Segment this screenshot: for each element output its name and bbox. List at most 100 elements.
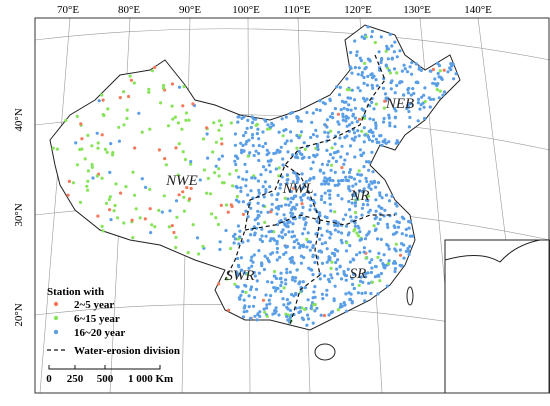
- station: [358, 230, 362, 234]
- station: [253, 295, 257, 300]
- station: [379, 258, 383, 262]
- station: [125, 116, 129, 120]
- station: [330, 163, 334, 167]
- station: [236, 224, 240, 228]
- station: [264, 119, 268, 123]
- station: [289, 214, 293, 218]
- station: [224, 228, 228, 233]
- station: [283, 233, 287, 237]
- station: [117, 139, 121, 143]
- station: [363, 99, 367, 103]
- station: [393, 267, 397, 271]
- station: [327, 258, 331, 262]
- station: [249, 125, 253, 130]
- station: [328, 152, 333, 157]
- longitude-label: 110°E: [283, 4, 310, 16]
- station: [299, 195, 303, 200]
- station: [379, 271, 383, 276]
- station: [242, 134, 246, 138]
- station: [363, 299, 367, 303]
- station: [364, 275, 368, 279]
- station: [273, 274, 277, 278]
- station: [239, 141, 243, 145]
- station: [420, 95, 424, 99]
- station: [291, 153, 295, 157]
- station: [243, 162, 247, 166]
- station: [400, 69, 404, 73]
- station: [359, 275, 363, 279]
- station: [191, 102, 195, 106]
- station: [371, 134, 376, 138]
- station: [111, 151, 115, 155]
- station: [267, 151, 271, 155]
- station: [95, 174, 99, 178]
- station: [438, 69, 442, 73]
- legend: Station with 2~5 year 6~15 year 16~20 year…: [46, 286, 180, 385]
- station: [347, 170, 352, 174]
- station: [360, 70, 364, 75]
- station: [252, 153, 256, 158]
- station: [290, 259, 295, 263]
- station: [217, 167, 221, 171]
- station: [206, 156, 210, 160]
- station: [320, 182, 324, 186]
- station: [374, 78, 378, 82]
- station: [322, 313, 327, 318]
- station: [266, 210, 270, 214]
- station: [390, 79, 394, 83]
- station: [373, 40, 377, 45]
- station: [343, 303, 347, 307]
- station: [108, 170, 112, 174]
- station: [435, 88, 439, 92]
- station: [328, 202, 332, 206]
- station: [162, 83, 166, 88]
- station: [288, 316, 292, 320]
- station: [233, 143, 237, 147]
- station: [214, 164, 218, 168]
- station: [150, 69, 154, 73]
- station: [90, 163, 94, 167]
- station: [244, 178, 248, 182]
- station: [362, 81, 366, 85]
- station: [281, 157, 285, 161]
- station: [344, 178, 348, 182]
- station: [100, 176, 104, 180]
- station: [364, 160, 369, 164]
- station: [422, 116, 427, 121]
- station: [122, 123, 126, 127]
- station: [220, 142, 224, 146]
- station: [370, 150, 374, 154]
- station: [394, 242, 398, 246]
- station: [383, 138, 387, 142]
- station: [353, 227, 357, 231]
- station: [153, 65, 157, 69]
- station: [321, 101, 325, 105]
- station: [284, 278, 288, 282]
- meridian: [39, 17, 71, 394]
- station: [356, 86, 360, 90]
- station: [174, 245, 178, 250]
- station: [261, 145, 265, 149]
- station: [258, 314, 262, 318]
- station: [286, 307, 290, 311]
- station: [409, 93, 413, 97]
- station: [295, 180, 299, 184]
- station: [237, 175, 241, 179]
- station: [288, 220, 292, 224]
- station: [217, 174, 221, 178]
- station: [374, 215, 378, 219]
- longitude-label: 140°E: [464, 4, 492, 16]
- station: [162, 194, 166, 198]
- station: [317, 249, 321, 253]
- station: [349, 215, 353, 219]
- station: [229, 121, 233, 125]
- station: [300, 202, 304, 206]
- station: [312, 290, 316, 294]
- station: [358, 89, 362, 93]
- station: [260, 261, 264, 265]
- station: [173, 115, 177, 119]
- station: [348, 96, 352, 100]
- station: [129, 78, 133, 82]
- station: [101, 229, 105, 233]
- station: [387, 113, 391, 117]
